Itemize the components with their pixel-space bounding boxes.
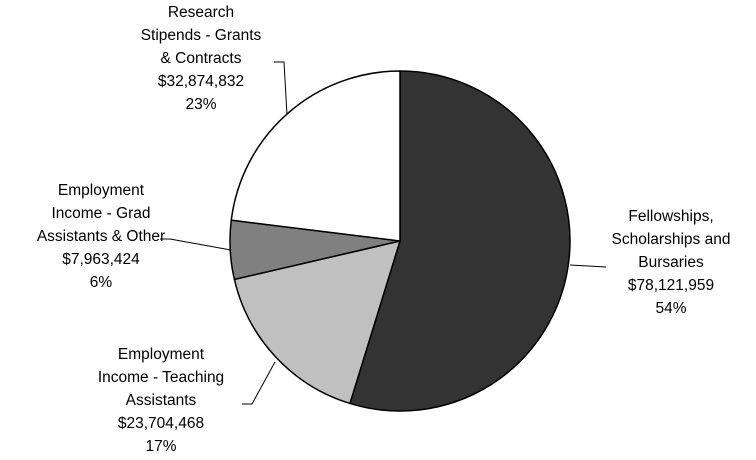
slice-label-2-line-2: Income - Teaching (98, 369, 224, 386)
leader-line-4 (274, 61, 288, 116)
slice-label-2: Employment Income - Teaching Assistants $23… (98, 346, 224, 455)
slice-label-1: Fellowships, Scholarships and Bursaries $78… (612, 208, 731, 317)
slice-percent-4: 23% (185, 96, 216, 113)
leader-line-3 (160, 238, 232, 251)
slice-amount-1: $78,121,959 (628, 277, 714, 294)
slice-percent-1: 54% (655, 300, 686, 317)
slice-percent-3: 6% (90, 274, 113, 291)
slice-label-2-line-1: Employment (118, 346, 205, 363)
slice-label-3-line-3: Assistants & Other (37, 228, 165, 245)
slice-label-4: Research Stipends - Grants & Contracts $32,… (141, 4, 262, 113)
slice-amount-4: $32,874,832 (158, 73, 244, 90)
slice-label-2-line-3: Assistants (126, 392, 197, 409)
slice-label-3: Employment Income - Grad Assistants & Othe… (37, 182, 165, 291)
slice-labels: Fellowships, Scholarships and Bursaries $78… (37, 4, 731, 455)
slice-label-4-line-1: Research (168, 4, 234, 21)
slice-label-4-line-3: & Contracts (161, 50, 242, 67)
slice-label-1-line-3: Bursaries (638, 254, 704, 271)
pie-slice-2 (233, 240, 401, 405)
slice-label-1-line-1: Fellowships, (628, 208, 713, 225)
slice-label-1-line-2: Scholarships and (612, 231, 731, 248)
leader-line-2 (242, 361, 276, 405)
slice-percent-2: 17% (145, 438, 176, 455)
pie-slice-1 (349, 70, 571, 412)
pie-slices (229, 70, 571, 412)
slice-label-3-line-2: Income - Grad (51, 205, 150, 222)
slice-amount-3: $7,963,424 (62, 251, 140, 268)
slice-label-4-line-2: Stipends - Grants (141, 27, 262, 44)
slice-amount-2: $23,704,468 (118, 415, 204, 432)
slice-label-3-line-1: Employment (58, 182, 145, 199)
leader-lines (160, 61, 607, 405)
leader-line-1 (569, 264, 607, 268)
pie-slice-4 (230, 70, 401, 242)
